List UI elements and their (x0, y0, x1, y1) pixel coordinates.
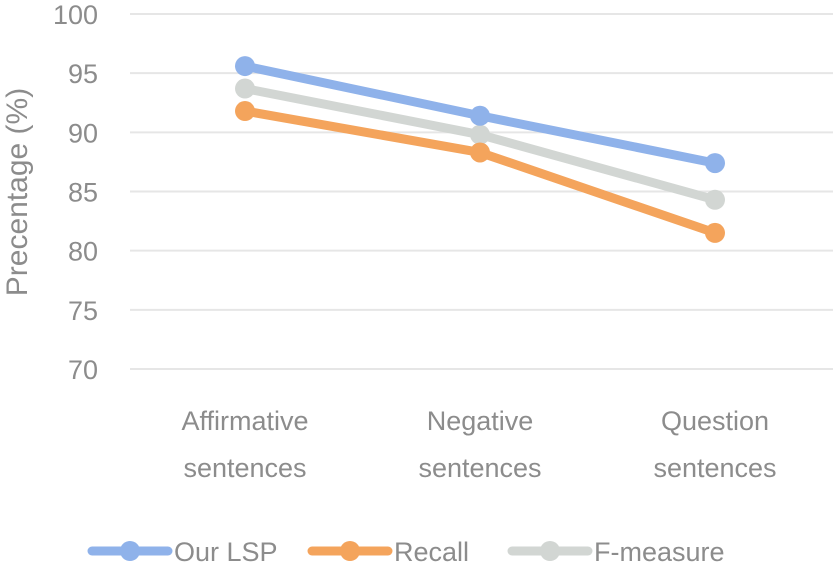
y-tick-label: 80 (68, 237, 98, 267)
x-category-label: sentences (653, 453, 776, 483)
x-category-label: Question (661, 406, 769, 436)
y-tick-label: 75 (68, 296, 98, 326)
x-category-label: Negative (427, 406, 534, 436)
data-point (470, 142, 490, 163)
data-point (235, 56, 255, 77)
series (235, 56, 725, 243)
data-point (470, 105, 490, 126)
legend-entry: Recall (307, 537, 469, 565)
series-our-lsp (235, 56, 725, 174)
x-axis-categories: Affirmative sentences Negative sentences Que… (181, 406, 776, 483)
data-point (235, 101, 255, 122)
y-tick-label: 70 (68, 355, 98, 385)
legend-label: F-measure (594, 537, 725, 565)
data-point (705, 222, 725, 243)
legend-label: Our LSP (174, 537, 278, 565)
series-f-measure (235, 78, 725, 210)
y-axis-ticks: 70 75 80 85 90 95 100 (53, 0, 98, 385)
legend-entry: Our LSP (87, 537, 278, 565)
y-tick-label: 95 (68, 59, 98, 89)
data-point (235, 78, 255, 99)
data-point (705, 189, 725, 210)
x-category-label: sentences (183, 453, 306, 483)
y-tick-label: 85 (68, 178, 98, 208)
y-axis-label: Precentage (%) (1, 88, 34, 296)
legend-entry: F-measure (507, 537, 725, 565)
x-category-label: sentences (418, 453, 541, 483)
legend-label: Recall (394, 537, 469, 565)
data-point (470, 124, 490, 145)
series-recall (235, 101, 725, 243)
y-tick-label: 90 (68, 118, 98, 148)
legend: Our LSP Recall F-measure (87, 537, 725, 565)
legend-marker (540, 541, 560, 561)
data-point (705, 153, 725, 174)
y-tick-label: 100 (53, 0, 98, 30)
legend-marker (120, 541, 140, 561)
x-category-label: Affirmative (181, 406, 308, 436)
legend-marker (340, 541, 360, 561)
